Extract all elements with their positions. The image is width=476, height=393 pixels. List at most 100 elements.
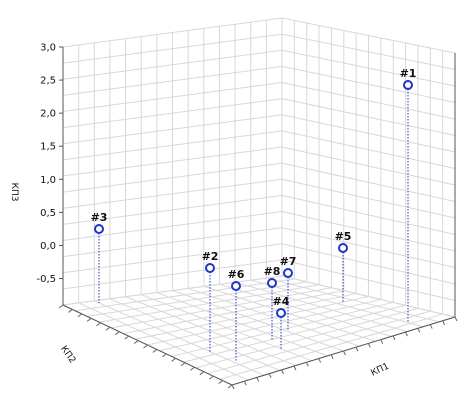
data-point: #2	[202, 250, 218, 353]
grid-line	[135, 293, 357, 340]
y-tick-mark	[152, 349, 158, 353]
grid-line	[281, 243, 456, 285]
grid-line	[62, 162, 283, 193]
data-point: #3	[91, 211, 108, 303]
point-label: #4	[273, 295, 290, 308]
x-tick-mark	[404, 331, 408, 337]
grid-line	[281, 227, 456, 268]
z-tick-label: 1,0	[40, 175, 56, 186]
grid-line	[281, 49, 456, 87]
y-tick-mark	[180, 362, 186, 367]
grid-line	[62, 17, 283, 48]
x-tick-mark	[417, 328, 421, 333]
grid-line	[62, 194, 283, 225]
y-tick-mark	[58, 304, 64, 309]
point-marker	[267, 278, 277, 288]
x-tick-mark	[281, 369, 285, 375]
x-tick-mark	[343, 350, 346, 356]
y-tick-mark	[143, 344, 148, 349]
y-tick-mark	[68, 309, 73, 313]
y-tick-mark	[208, 375, 214, 380]
data-point: #6	[228, 268, 245, 361]
grid-line	[281, 33, 456, 70]
grid-line	[281, 65, 456, 103]
y-tick-mark	[105, 326, 111, 331]
x-tick-mark	[256, 377, 260, 382]
data-points: #1 #2 #3 #4 #5 #6 #7#8	[91, 67, 417, 361]
x-tick-mark	[293, 365, 297, 371]
point-marker	[283, 268, 293, 278]
point-marker	[231, 281, 241, 291]
grid-line	[147, 296, 369, 346]
x-tick-mark	[318, 358, 322, 363]
x-tick-mark	[454, 316, 458, 322]
grid-line	[281, 130, 456, 169]
x-axis-label: КП1	[369, 362, 390, 379]
z-tick-label: 0,0	[40, 241, 56, 252]
grid-line	[281, 98, 456, 136]
grid-line	[281, 82, 456, 120]
x-tick-mark	[355, 346, 359, 352]
y-tick-mark	[124, 335, 130, 340]
x-tick-mark	[305, 362, 309, 367]
grid-line	[62, 98, 283, 129]
axis-frame	[62, 47, 456, 386]
grid-line	[171, 301, 394, 357]
y-tick-mark	[86, 317, 92, 322]
grid-line	[281, 146, 456, 186]
z-axis-ticks: 3,0 2,5 2,0 1,5 1,0 0,5 0,0 -0,5	[36, 43, 63, 285]
point-marker	[205, 263, 215, 273]
z-tick-label: 0,5	[40, 208, 56, 219]
y-tick-mark	[227, 384, 233, 389]
grid-line	[195, 307, 419, 369]
point-label: #6	[228, 268, 245, 281]
z-tick-label: 3,0	[40, 43, 56, 54]
data-point: #8	[264, 265, 281, 340]
point-label: #1	[400, 67, 417, 80]
grid-line	[111, 287, 332, 329]
y-tick-mark	[77, 313, 83, 318]
z-tick-label: -0,5	[36, 274, 56, 285]
z-tick-label: 2,0	[40, 109, 56, 120]
point-label: #3	[91, 211, 108, 224]
grid-lines	[62, 17, 456, 386]
grid-line	[62, 178, 283, 209]
z-tick-label: 1,5	[40, 142, 56, 153]
x-tick-mark	[231, 384, 235, 390]
y-axis-label: КП2	[58, 344, 77, 365]
y-tick-mark	[190, 366, 195, 371]
grid-line	[281, 178, 456, 219]
x-tick-mark	[243, 380, 247, 386]
y-tick-mark	[199, 371, 205, 376]
grid-line	[207, 310, 431, 375]
y-tick-mark	[218, 380, 223, 384]
point-marker	[94, 224, 104, 234]
x-tick-mark	[330, 354, 334, 360]
x-tick-mark	[367, 343, 371, 348]
grid-line	[183, 304, 406, 363]
point-label: #8	[264, 265, 281, 278]
grid-line	[99, 284, 320, 323]
grid-line	[62, 33, 283, 64]
grid-line	[281, 162, 456, 202]
point-label: #5	[335, 230, 352, 243]
data-point: #1	[400, 67, 417, 323]
grid-line	[62, 49, 283, 80]
y-tick-mark	[171, 357, 176, 362]
x-tick-mark	[268, 373, 272, 378]
grid-line	[62, 243, 283, 274]
grid-line	[74, 278, 295, 312]
grid-line	[62, 211, 283, 241]
grid-line	[62, 65, 283, 96]
z-tick-label: 2,5	[40, 76, 56, 87]
grid-line	[62, 146, 283, 177]
grid-line	[123, 290, 344, 335]
point-label: #7	[280, 255, 297, 268]
grid-line	[281, 114, 456, 153]
point-marker	[403, 80, 413, 90]
y-tick-mark	[161, 353, 167, 358]
data-point: #4	[273, 295, 290, 350]
grid-line	[62, 130, 283, 161]
